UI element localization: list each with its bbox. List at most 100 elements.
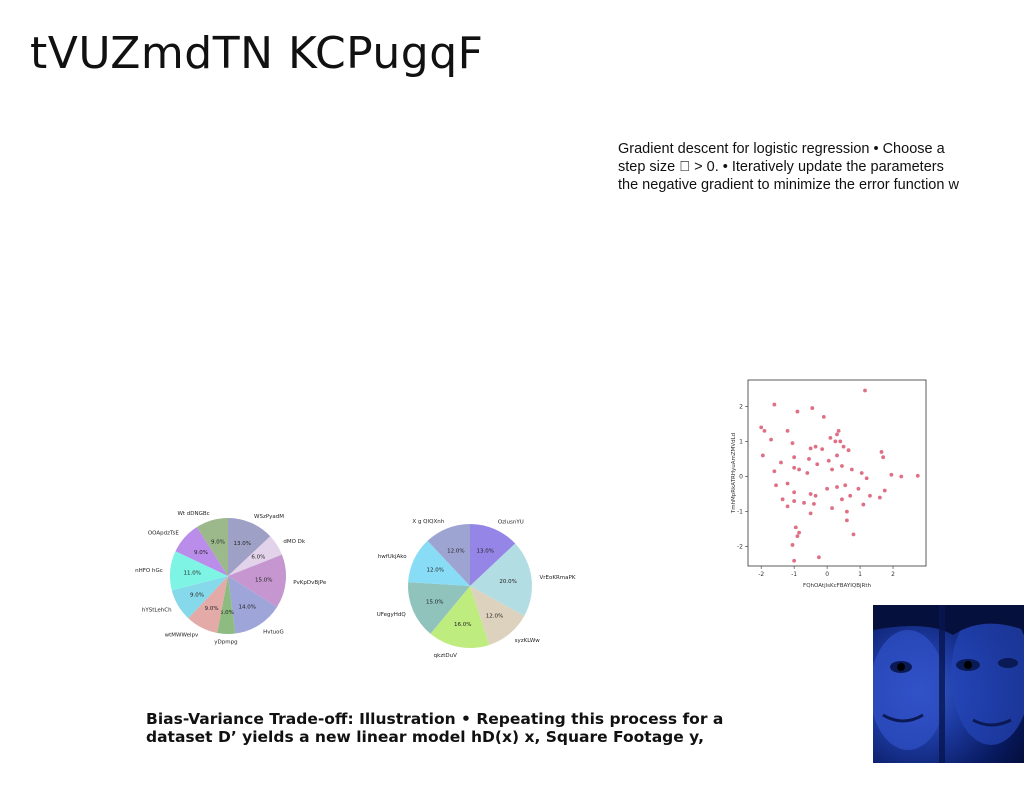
scatter-point bbox=[790, 543, 795, 547]
pie-slice bbox=[170, 551, 228, 591]
scatter-point bbox=[785, 428, 790, 433]
pie-slice-label: HvtuoG bbox=[263, 629, 284, 635]
pie-slice bbox=[188, 576, 228, 633]
scatter-point bbox=[833, 439, 838, 444]
pie-slice-label: wtMWWelpv bbox=[165, 632, 199, 638]
plot-frame bbox=[747, 379, 927, 567]
pie-slice bbox=[196, 518, 228, 576]
pie-slice-label: qkztDuV bbox=[434, 653, 457, 659]
scatter-point bbox=[863, 388, 867, 393]
scatter-point bbox=[851, 532, 856, 537]
pie-slice bbox=[470, 543, 532, 616]
scatter-point bbox=[879, 450, 884, 454]
x-tick-label: -2 bbox=[758, 571, 764, 578]
pie-slice-percent: 5.0% bbox=[220, 610, 234, 616]
scatter-point bbox=[760, 453, 765, 458]
scatter-point bbox=[849, 467, 854, 472]
y-axis-label: TmhMpRkATRHyuAmZMVdLd bbox=[731, 433, 737, 514]
scatter-point bbox=[840, 497, 844, 502]
scatter-point bbox=[812, 501, 816, 506]
scatter-point bbox=[807, 457, 811, 461]
scatter-point bbox=[899, 474, 904, 479]
pie-slice-percent: 20.0% bbox=[499, 579, 516, 585]
pie-slice bbox=[228, 518, 271, 576]
pie-slice-label: hYStLehCh bbox=[142, 607, 172, 613]
pie-slice-percent: 13.0% bbox=[234, 541, 251, 547]
scatter-point bbox=[790, 441, 795, 446]
scatter-point bbox=[813, 444, 818, 449]
x-tick-label: 0 bbox=[825, 571, 829, 578]
pie-slice bbox=[228, 536, 282, 576]
x-tick-label: 2 bbox=[891, 571, 895, 578]
scatter-point bbox=[815, 462, 820, 467]
scatter-point bbox=[792, 465, 797, 470]
scatter-point bbox=[797, 467, 801, 472]
scatter-point bbox=[795, 409, 800, 414]
scatter-point bbox=[856, 486, 861, 491]
scatter-point bbox=[841, 444, 846, 449]
pie-slice bbox=[228, 554, 286, 608]
scatter-point bbox=[797, 530, 801, 535]
scatter-point bbox=[821, 414, 826, 419]
scatter-point bbox=[838, 439, 843, 444]
body-line: Gradient descent for logistic regression… bbox=[618, 141, 945, 157]
scatter-point bbox=[813, 493, 818, 498]
scatter-point bbox=[820, 447, 825, 452]
pie-slice-percent: 15.0% bbox=[255, 577, 272, 583]
scatter-point bbox=[802, 500, 806, 505]
caption-line: Bias-Variance Trade-off: Illustration • … bbox=[146, 710, 724, 728]
scatter-point bbox=[826, 458, 831, 463]
scatter-point bbox=[779, 460, 783, 465]
pie-slice-label: nHFO hGc bbox=[135, 568, 163, 574]
pie-slice-percent: 6.0% bbox=[251, 555, 265, 561]
scatter-point bbox=[762, 428, 767, 433]
pie-slice-label: dMO Dk bbox=[283, 539, 306, 545]
pie-slice bbox=[408, 540, 470, 586]
scatter-point bbox=[828, 436, 833, 440]
slide-title: tVUZmdTN KCPugqF bbox=[30, 28, 484, 79]
scatter-point bbox=[864, 476, 869, 481]
scatter-point bbox=[792, 455, 797, 460]
pie-slice-percent: 15.0% bbox=[426, 599, 443, 605]
scatter-point bbox=[772, 402, 777, 407]
pie-slice bbox=[470, 586, 525, 645]
scatter-point bbox=[772, 469, 777, 474]
x-axis-label: FQhOAtjlsKcFBAYIQBjRth bbox=[803, 583, 871, 589]
scatter-point bbox=[835, 485, 839, 489]
pie-slice-label: yDpmpg bbox=[214, 640, 237, 646]
pie-slice-percent: 11.0% bbox=[183, 571, 200, 577]
scatter-plot: -2 -1 0 1 2 -2 -1 0 1 2 FQhOAtjlsKcFBAYIQBjRth TmhM… bbox=[731, 379, 927, 589]
scatter-point bbox=[844, 509, 849, 514]
pie-slice-label: syzKLWw bbox=[515, 638, 541, 644]
pie-slice bbox=[175, 527, 228, 576]
scatter-point bbox=[836, 428, 841, 433]
scatter-point bbox=[877, 495, 882, 500]
pie-slice-label: Wt dDNGBc bbox=[177, 511, 209, 517]
pie-slice bbox=[430, 586, 490, 648]
pie-slice-percent: 9.0% bbox=[190, 592, 204, 598]
pie-slice-label: OzlusnYU bbox=[498, 520, 524, 526]
scatter-point bbox=[830, 467, 834, 472]
scatter-point bbox=[844, 518, 849, 523]
pie-slice-percent: 12.0% bbox=[426, 568, 443, 574]
scatter-point bbox=[816, 555, 821, 560]
pie-slice bbox=[217, 576, 236, 634]
pie-slice bbox=[171, 576, 228, 619]
scatter-point bbox=[792, 490, 797, 495]
pie-slice bbox=[228, 576, 277, 634]
pie-slice-label: UFegyHdQ bbox=[377, 612, 407, 618]
scatter-point bbox=[915, 473, 920, 478]
pie-slice-percent: 12.0% bbox=[447, 548, 464, 554]
scatter-point bbox=[774, 483, 778, 488]
scatter-point bbox=[808, 492, 813, 496]
y-tick-label: -1 bbox=[737, 509, 743, 516]
body-text: Gradient descent for logistic regression… bbox=[618, 140, 1018, 194]
pie-chart-1: 13.0% WSzPyadM 6.0% dMO Dk 15.0% PvKpDvBjPe 14… bbox=[135, 511, 327, 646]
body-line: step size   > 0. • Iteratively update th… bbox=[618, 159, 944, 175]
scatter-point bbox=[805, 471, 810, 475]
scatter-point bbox=[830, 506, 834, 510]
scatter-point bbox=[840, 464, 844, 468]
pie-slice-percent: 12.0% bbox=[486, 614, 503, 620]
pie-slice-percent: 16.0% bbox=[454, 622, 471, 628]
scatter-point bbox=[810, 406, 815, 410]
